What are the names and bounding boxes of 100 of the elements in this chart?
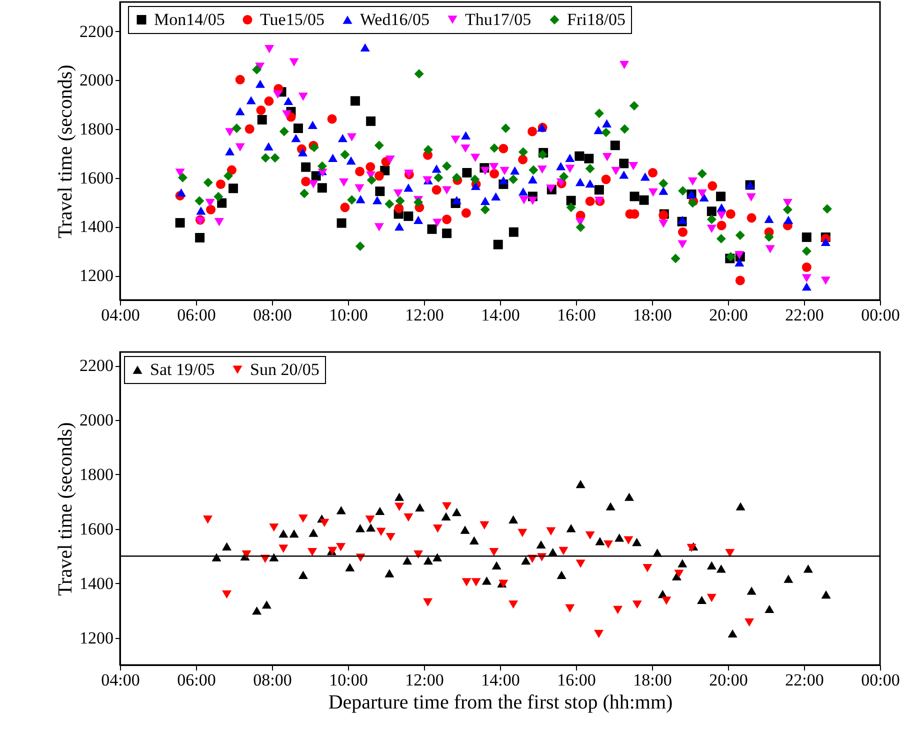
point — [716, 234, 726, 244]
point — [214, 192, 224, 202]
point — [821, 590, 831, 599]
legend-label: Sun 20/05 — [250, 360, 320, 379]
y-tick-label: 2200 — [80, 22, 114, 41]
point — [498, 144, 508, 154]
point — [670, 254, 680, 264]
point — [490, 168, 500, 178]
y-tick-label: 2000 — [80, 70, 114, 90]
point — [386, 532, 396, 542]
y-axis-title: Travel time (seconds) — [54, 422, 76, 596]
legend-label: Wed16/05 — [360, 10, 430, 29]
point — [298, 514, 308, 523]
point — [450, 136, 460, 144]
point — [734, 258, 744, 266]
point — [308, 120, 318, 129]
point — [338, 134, 348, 142]
point — [802, 274, 812, 282]
point — [697, 596, 707, 604]
point — [298, 570, 308, 580]
point — [490, 143, 500, 153]
x-tick-label: 10:00 — [329, 306, 368, 324]
point — [674, 570, 684, 578]
x-tick-label: 16:00 — [557, 306, 596, 324]
point — [394, 502, 404, 511]
x-tick-label: 08:00 — [253, 670, 292, 690]
x-tick-label: 18:00 — [633, 306, 672, 324]
point — [784, 574, 794, 583]
point — [648, 188, 658, 197]
point — [328, 154, 338, 162]
point — [203, 516, 213, 524]
point — [414, 216, 424, 224]
point — [575, 178, 585, 186]
point — [345, 563, 355, 572]
point — [629, 101, 639, 111]
point — [716, 220, 726, 230]
point — [765, 245, 775, 254]
point — [347, 195, 357, 205]
point — [706, 594, 716, 602]
point — [469, 536, 479, 544]
point — [736, 502, 746, 510]
point — [556, 570, 566, 580]
point — [460, 526, 470, 534]
point — [658, 220, 668, 228]
point — [678, 240, 688, 248]
x-tick-label: 04:00 — [101, 306, 140, 324]
point — [802, 282, 812, 291]
point — [725, 549, 735, 558]
point — [648, 168, 658, 178]
point — [374, 171, 384, 181]
point — [708, 181, 718, 191]
x-tick-label: 10:00 — [329, 670, 368, 690]
point — [356, 195, 366, 204]
point — [706, 224, 716, 234]
point — [452, 508, 462, 516]
point — [706, 206, 716, 216]
point — [802, 232, 812, 242]
point — [508, 227, 518, 237]
point — [594, 108, 604, 118]
point — [175, 218, 185, 228]
point — [632, 538, 642, 546]
point — [640, 172, 650, 181]
point — [394, 204, 404, 214]
x-tick-label: 20:00 — [709, 306, 748, 324]
point — [498, 176, 508, 184]
point — [518, 187, 528, 196]
point — [217, 198, 227, 208]
point — [366, 175, 376, 185]
point — [508, 174, 518, 184]
point — [432, 218, 442, 227]
point — [508, 515, 518, 524]
x-tick-label: 22:00 — [785, 670, 824, 690]
point — [500, 166, 510, 176]
point — [594, 185, 604, 195]
point — [235, 74, 245, 84]
point — [602, 119, 612, 128]
x-tick-label: 16:00 — [557, 670, 596, 690]
point — [308, 528, 318, 537]
point — [528, 175, 538, 184]
point — [442, 161, 452, 171]
point — [301, 162, 311, 172]
point — [308, 180, 318, 188]
x-tick-label: 00:00 — [861, 306, 900, 324]
point — [269, 553, 279, 562]
x-tick-label: 20:00 — [709, 670, 748, 690]
point — [662, 596, 672, 605]
y-tick-label: 1200 — [80, 266, 114, 286]
point — [355, 524, 365, 532]
point — [423, 598, 433, 607]
point — [278, 544, 288, 553]
point — [262, 600, 272, 609]
point — [350, 96, 360, 106]
point — [642, 564, 652, 572]
point — [291, 134, 301, 142]
point — [576, 560, 586, 568]
point — [175, 168, 185, 177]
point — [566, 196, 576, 206]
point — [491, 192, 501, 201]
point — [441, 512, 451, 520]
point — [228, 184, 238, 194]
